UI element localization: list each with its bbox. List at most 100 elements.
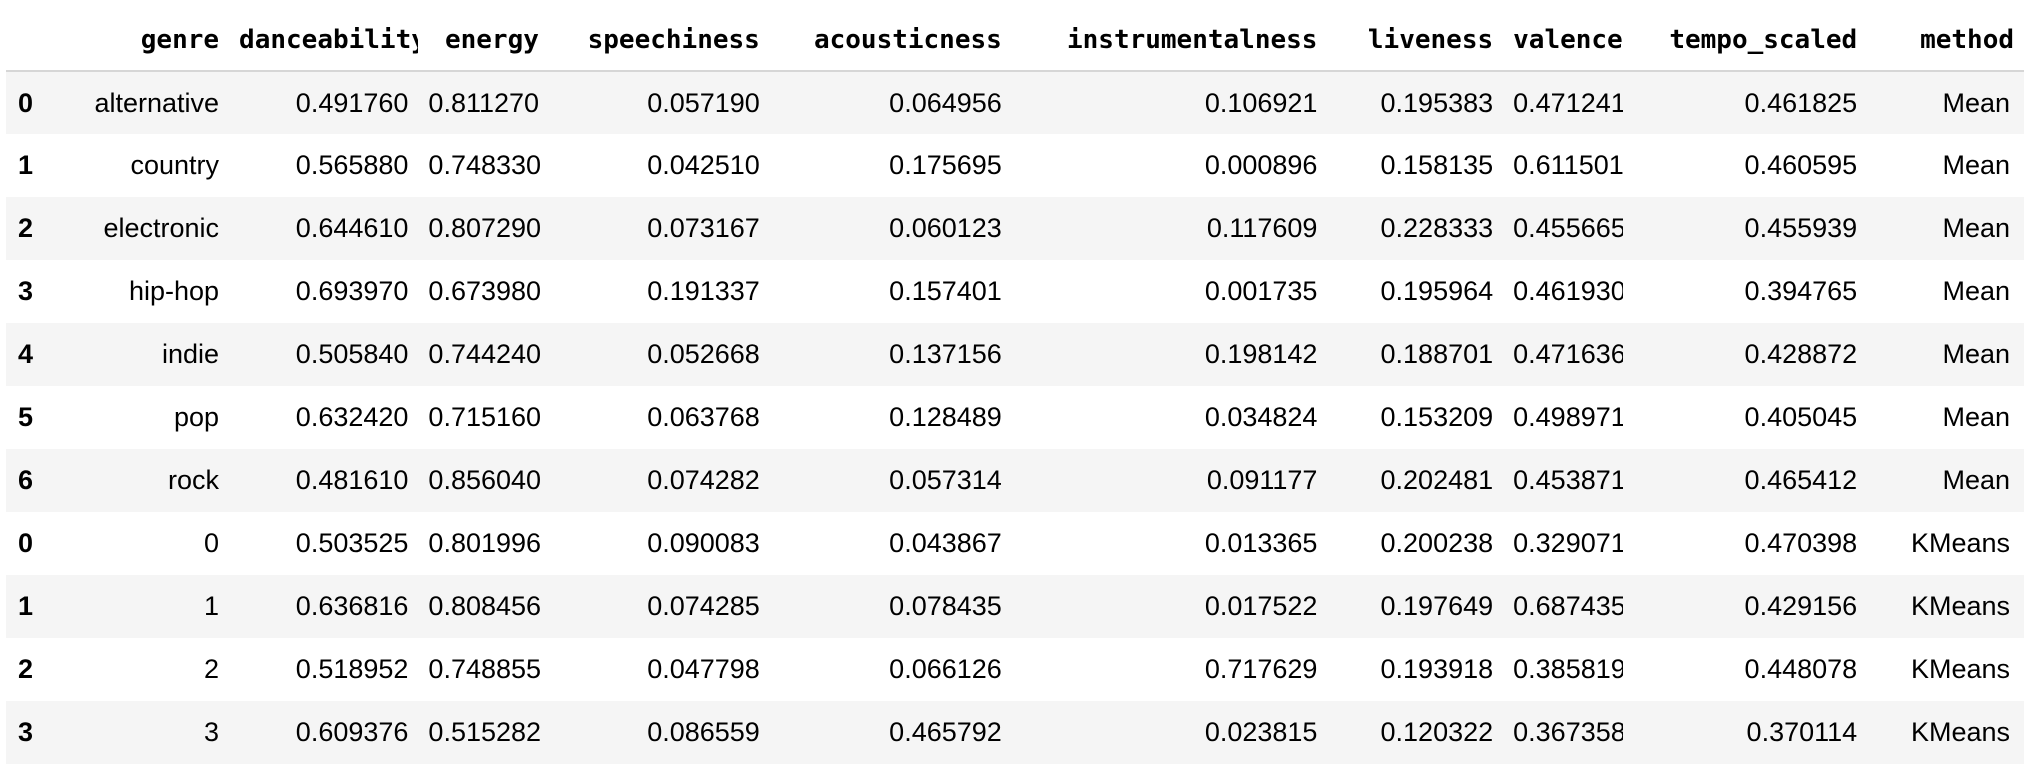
cell-valence: 0.611501 <box>1513 150 1624 180</box>
cell-danceability: 0.481610 <box>295 465 409 495</box>
cell-speechiness: 0.052668 <box>647 339 760 369</box>
table-row: 2 electronic 0.644610 0.807290 0.073167 0.060… <box>6 197 2024 260</box>
cell-speechiness: 0.090083 <box>647 528 760 558</box>
cell-liveness: 0.200238 <box>1380 528 1494 558</box>
cell-acousticness: 0.057314 <box>889 465 1002 495</box>
row-index: 4 <box>18 339 34 369</box>
cell-valence: 0.471241 <box>1513 87 1624 118</box>
cell-speechiness: 0.057190 <box>647 87 760 118</box>
cell-valence: 0.455665 <box>1513 213 1624 243</box>
cell-instrumentalness: 0.106921 <box>1204 87 1318 118</box>
cell-energy: 0.748855 <box>428 654 542 684</box>
cell-instrumentalness: 0.023815 <box>1204 717 1318 747</box>
cell-method: Mean <box>1942 465 2010 495</box>
dataframe-output: genre danceability energy speechiness acoust… <box>6 10 2024 764</box>
row-index: 2 <box>18 654 34 684</box>
cell-danceability: 0.693970 <box>295 276 409 306</box>
cell-liveness: 0.195964 <box>1380 276 1494 306</box>
cell-valence: 0.471636 <box>1513 339 1624 369</box>
cell-instrumentalness: 0.198142 <box>1204 339 1318 369</box>
row-index: 0 <box>18 528 34 558</box>
cell-method: KMeans <box>1910 591 2010 621</box>
cell-energy: 0.807290 <box>428 213 542 243</box>
row-index: 3 <box>18 717 34 747</box>
cell-method: Mean <box>1942 276 2010 306</box>
cell-liveness: 0.120322 <box>1380 717 1494 747</box>
cell-energy: 0.715160 <box>428 402 542 432</box>
cell-acousticness: 0.157401 <box>889 276 1002 306</box>
cell-speechiness: 0.073167 <box>647 213 760 243</box>
cell-method: Mean <box>1942 150 2010 180</box>
cell-liveness: 0.188701 <box>1380 339 1494 369</box>
cell-genre: electronic <box>103 213 220 243</box>
cell-acousticness: 0.064956 <box>889 87 1002 118</box>
dataframe-table: genre danceability energy speechiness acoust… <box>6 10 2024 764</box>
cell-genre: rock <box>168 465 220 495</box>
cell-danceability: 0.505840 <box>295 339 409 369</box>
cell-acousticness: 0.043867 <box>889 528 1002 558</box>
cell-tempo-scaled: 0.448078 <box>1744 654 1858 684</box>
cell-genre: 3 <box>204 717 220 747</box>
row-index: 1 <box>18 591 34 621</box>
cell-instrumentalness: 0.001735 <box>1204 276 1318 306</box>
cell-valence: 0.461930 <box>1513 276 1624 306</box>
table-row: 0 alternative 0.491760 0.811270 0.057190 0.06… <box>6 71 2024 134</box>
cell-speechiness: 0.074282 <box>647 465 760 495</box>
cell-valence: 0.498971 <box>1513 402 1624 432</box>
cell-method: Mean <box>1942 87 2010 118</box>
cell-tempo-scaled: 0.394765 <box>1744 276 1858 306</box>
cell-instrumentalness: 0.091177 <box>1206 465 1318 495</box>
cell-energy: 0.856040 <box>428 465 542 495</box>
cell-danceability: 0.565880 <box>295 150 409 180</box>
cell-acousticness: 0.066126 <box>889 654 1002 684</box>
cell-valence: 0.453871 <box>1513 465 1624 495</box>
cell-liveness: 0.193918 <box>1380 654 1494 684</box>
cell-danceability: 0.644610 <box>295 213 409 243</box>
cell-acousticness: 0.128489 <box>889 402 1002 432</box>
cell-energy: 0.801996 <box>428 528 542 558</box>
row-index: 2 <box>18 213 34 243</box>
row-index: 0 <box>18 87 34 118</box>
table-row: 4 indie 0.505840 0.744240 0.052668 0.137156 0.… <box>6 323 2024 386</box>
cell-tempo-scaled: 0.461825 <box>1744 87 1858 118</box>
cell-acousticness: 0.175695 <box>889 150 1002 180</box>
cell-method: Mean <box>1942 213 2010 243</box>
cell-danceability: 0.609376 <box>295 717 409 747</box>
column-header-speechiness: speechiness <box>548 10 770 72</box>
cell-instrumentalness: 0.117609 <box>1206 213 1318 243</box>
column-header-instrumentalness: instrumentalness <box>1011 10 1328 72</box>
column-header-genre: genre <box>50 10 230 72</box>
cell-instrumentalness: 0.000896 <box>1204 150 1318 180</box>
table-row: 1 country 0.565880 0.748330 0.042510 0.175695… <box>6 134 2024 197</box>
column-header-energy: energy <box>418 10 549 72</box>
table-row: 6 rock 0.481610 0.856040 0.074282 0.057314 0.0… <box>6 449 2024 512</box>
cell-method: KMeans <box>1910 528 2010 558</box>
cell-liveness: 0.158135 <box>1380 150 1494 180</box>
cell-liveness: 0.202481 <box>1380 465 1494 495</box>
cell-energy: 0.811270 <box>428 87 540 118</box>
cell-tempo-scaled: 0.460595 <box>1744 150 1858 180</box>
cell-tempo-scaled: 0.465412 <box>1744 465 1858 495</box>
row-index: 5 <box>18 402 34 432</box>
cell-speechiness: 0.047798 <box>647 654 760 684</box>
cell-tempo-scaled: 0.470398 <box>1744 528 1858 558</box>
cell-genre: 2 <box>204 654 220 684</box>
cell-instrumentalness: 0.034824 <box>1204 402 1318 432</box>
table-row: 0 0 0.503525 0.801996 0.090083 0.043867 0.0133… <box>6 512 2024 575</box>
column-header-tempo-scaled: tempo_scaled <box>1623 10 1868 72</box>
row-index: 1 <box>18 150 34 180</box>
cell-speechiness: 0.191337 <box>647 276 760 306</box>
cell-genre: 1 <box>204 591 220 621</box>
cell-method: Mean <box>1942 339 2010 369</box>
column-header-liveness: liveness <box>1327 10 1504 72</box>
cell-speechiness: 0.086559 <box>647 717 760 747</box>
cell-liveness: 0.195383 <box>1380 87 1494 118</box>
cell-genre: hip-hop <box>128 276 220 306</box>
cell-energy: 0.808456 <box>428 591 542 621</box>
row-index: 3 <box>18 276 34 306</box>
cell-speechiness: 0.042510 <box>647 150 760 180</box>
cell-energy: 0.748330 <box>428 150 542 180</box>
cell-energy: 0.673980 <box>428 276 542 306</box>
cell-tempo-scaled: 0.455939 <box>1744 213 1858 243</box>
cell-instrumentalness: 0.717629 <box>1204 654 1318 684</box>
